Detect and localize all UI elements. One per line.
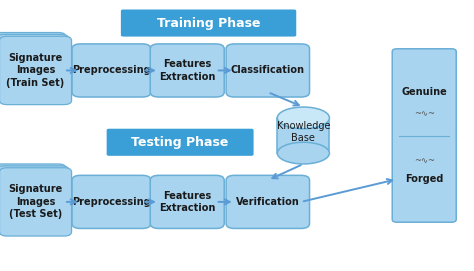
FancyBboxPatch shape	[392, 49, 456, 222]
FancyBboxPatch shape	[0, 34, 69, 103]
Text: Verification: Verification	[236, 197, 300, 207]
Bar	[277, 118, 329, 153]
Text: Training Phase: Training Phase	[157, 17, 260, 30]
FancyBboxPatch shape	[121, 9, 296, 37]
FancyBboxPatch shape	[150, 175, 224, 228]
Text: Signature
Images
(Train Set): Signature Images (Train Set)	[7, 53, 64, 88]
FancyBboxPatch shape	[0, 164, 66, 232]
FancyBboxPatch shape	[107, 129, 254, 156]
FancyBboxPatch shape	[72, 175, 151, 228]
Text: ~∿~: ~∿~	[414, 156, 435, 165]
Ellipse shape	[277, 142, 329, 164]
FancyBboxPatch shape	[226, 44, 310, 97]
Text: Features
Extraction: Features Extraction	[159, 191, 215, 213]
Text: Preprocessing: Preprocessing	[72, 66, 151, 75]
FancyBboxPatch shape	[150, 44, 224, 97]
Text: Knowledge
Base: Knowledge Base	[277, 121, 330, 143]
FancyBboxPatch shape	[72, 44, 151, 97]
Ellipse shape	[277, 107, 329, 129]
FancyBboxPatch shape	[0, 168, 72, 236]
FancyBboxPatch shape	[0, 36, 72, 105]
Text: Features
Extraction: Features Extraction	[159, 59, 215, 82]
FancyBboxPatch shape	[0, 166, 69, 234]
FancyBboxPatch shape	[226, 175, 310, 228]
Text: ~∿~: ~∿~	[414, 109, 435, 118]
Text: Preprocessing: Preprocessing	[72, 197, 151, 207]
FancyBboxPatch shape	[0, 33, 66, 101]
Text: Genuine: Genuine	[401, 87, 447, 97]
Text: Signature
Images
(Test Set): Signature Images (Test Set)	[9, 185, 63, 219]
Text: Testing Phase: Testing Phase	[131, 136, 229, 149]
Text: Classification: Classification	[231, 66, 305, 75]
Text: Forged: Forged	[405, 174, 443, 184]
